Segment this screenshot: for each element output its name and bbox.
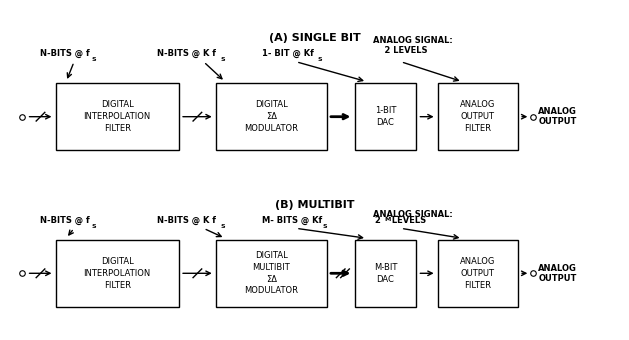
Text: (A) SINGLE BIT: (A) SINGLE BIT [269,33,360,44]
Text: 1- BIT @ Kf: 1- BIT @ Kf [262,49,314,58]
Text: N-BITS @ K f: N-BITS @ K f [157,49,216,58]
Text: M-BIT
DAC: M-BIT DAC [374,263,397,284]
Text: DIGITAL
MULTIBIT
ΣΔ
MODULATOR: DIGITAL MULTIBIT ΣΔ MODULATOR [244,251,298,295]
Text: ANALOG
OUTPUT
FILTER: ANALOG OUTPUT FILTER [460,100,496,133]
Text: DIGITAL
ΣΔ
MODULATOR: DIGITAL ΣΔ MODULATOR [244,100,298,133]
Bar [355,83,416,150]
Text: S: S [221,57,225,62]
Bar [216,240,327,307]
Bar [438,240,518,307]
Text: ANALOG
OUTPUT
FILTER: ANALOG OUTPUT FILTER [460,257,496,290]
Bar [355,240,416,307]
Text: (B) MULTIBIT: (B) MULTIBIT [275,200,354,210]
Text: S: S [221,224,225,229]
Text: N-BITS @ f: N-BITS @ f [40,49,90,58]
Text: 2: 2 [374,216,380,225]
Text: 1-BIT
DAC: 1-BIT DAC [375,106,396,127]
Text: S: S [91,57,96,62]
Text: ANALOG
OUTPUT: ANALOG OUTPUT [538,107,577,126]
Text: DIGITAL
INTERPOLATION
FILTER: DIGITAL INTERPOLATION FILTER [84,257,151,290]
Bar [438,83,518,150]
Bar [55,83,179,150]
Text: DIGITAL
INTERPOLATION
FILTER: DIGITAL INTERPOLATION FILTER [84,100,151,133]
Text: LEVELS: LEVELS [389,216,426,225]
Text: N-BITS @ K f: N-BITS @ K f [157,216,216,225]
Bar [55,240,179,307]
Text: ANALOG
OUTPUT: ANALOG OUTPUT [538,264,577,283]
Text: ANALOG SIGNAL:
    2 LEVELS: ANALOG SIGNAL: 2 LEVELS [373,36,453,55]
Text: S: S [91,224,96,229]
Text: M- BITS @ Kf: M- BITS @ Kf [262,216,322,225]
Text: S: S [323,224,327,229]
Bar [216,83,327,150]
Text: S: S [318,57,322,62]
Text: N-BITS @ f: N-BITS @ f [40,216,90,225]
Text: M: M [384,217,391,222]
Text: ANALOG SIGNAL:: ANALOG SIGNAL: [373,210,453,219]
